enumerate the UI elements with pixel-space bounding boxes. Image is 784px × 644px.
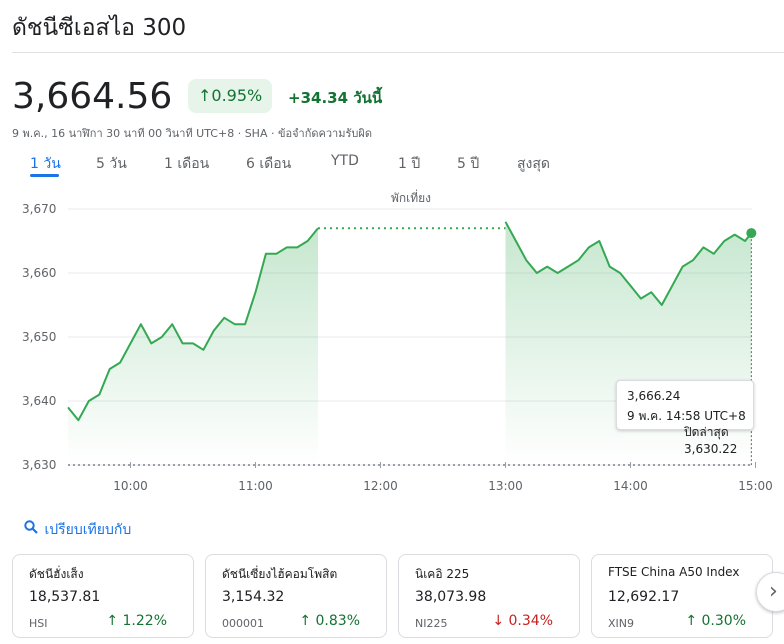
y-tick-label: 3,660 [22, 266, 56, 280]
arrow-up-icon: ↑ [106, 613, 123, 629]
tooltip-value: 3,666.24 [627, 389, 681, 403]
y-tick-label: 3,670 [22, 202, 56, 216]
y-tick-label: 3,630 [22, 458, 56, 472]
tab-5y[interactable]: 5 ปี [457, 156, 480, 172]
card-price: 38,073.98 [415, 589, 487, 605]
previous-close: ปิดล่าสุด 3,630.22 [684, 424, 737, 458]
change-percent: 0.95% [211, 86, 263, 105]
tab-1m[interactable]: 1 เดือน [164, 156, 210, 172]
change-absolute: +34.34 วันนี้ [288, 89, 383, 107]
divider [12, 52, 784, 53]
compare-card-ni225[interactable]: นิเคอิ 225 38,073.98 NI225 ↓ 0.34% [398, 554, 580, 638]
tab-max[interactable]: สูงสุด [517, 156, 551, 172]
card-change: ↑ 1.22% [106, 613, 167, 629]
card-change-value: 0.30% [701, 613, 746, 629]
y-tick-label: 3,640 [22, 394, 56, 408]
x-tick-label: 14:00 [613, 479, 648, 493]
change-percent-badge: ↑0.95% [188, 79, 273, 113]
current-price: 3,664.56 [12, 76, 173, 117]
card-price: 3,154.32 [222, 589, 285, 605]
lunch-break-label: พักเที่ยง [391, 189, 431, 205]
compare-card-hsi[interactable]: ดัชนีฮั่งเส็ง 18,537.81 HSI ↑ 1.22% [12, 554, 194, 638]
card-price: 18,537.81 [29, 589, 101, 605]
card-change: ↑ 0.83% [299, 613, 360, 629]
x-tick-label: 15:00 [738, 479, 773, 493]
quote-meta: 9 พ.ค., 16 นาฬิกา 30 นาที 00 วินาที UTC+… [12, 127, 372, 140]
card-change: ↓ 0.34% [492, 613, 553, 629]
tab-6m[interactable]: 6 เดือน [246, 156, 292, 172]
y-tick-label: 3,650 [22, 330, 56, 344]
last-price-marker [746, 228, 757, 239]
tooltip-time: 9 พ.ค. 14:58 UTC+8 [627, 409, 746, 423]
card-ticker: 000001 [222, 617, 264, 630]
arrow-up-icon: ↑ [685, 613, 702, 629]
x-tick-label: 11:00 [238, 479, 273, 493]
morning-session-area [68, 228, 318, 465]
compare-label: เปรียบเทียบกับ [44, 522, 132, 538]
compare-card-xin9[interactable]: FTSE China A50 Index 12,692.17 XIN9 ↑ 0.… [591, 554, 773, 638]
compare-card-000001[interactable]: ดัชนีเซี่ยงไฮ้คอมโพสิต 3,154.32 000001 ↑… [205, 554, 387, 638]
previous-close-value: 3,630.22 [684, 442, 738, 456]
arrow-up-icon: ↑ [198, 86, 212, 105]
page-title: ดัชนีซีเอสไอ 300 [12, 15, 187, 41]
card-change-value: 0.34% [508, 613, 553, 629]
card-change-value: 0.83% [315, 613, 360, 629]
x-tick-label: 13:00 [488, 479, 523, 493]
arrow-down-icon: ↓ [492, 613, 509, 629]
morning-session-line [67, 227, 319, 422]
arrow-up-icon: ↑ [299, 613, 316, 629]
chevron-right-icon[interactable]: › [756, 572, 784, 612]
card-name: FTSE China A50 Index [608, 565, 740, 579]
card-ticker: HSI [29, 617, 48, 630]
tab-5d[interactable]: 5 วัน [96, 156, 127, 172]
card-change-value: 1.22% [122, 613, 167, 629]
tab-1d[interactable]: 1 วัน [30, 156, 61, 172]
compare-link[interactable]: เปรียบเทียบกับ [24, 519, 131, 541]
card-name: ดัชนีเซี่ยงไฮ้คอมโพสิต [222, 567, 338, 581]
tab-1y[interactable]: 1 ปี [398, 156, 421, 172]
card-price: 12,692.17 [608, 589, 680, 605]
card-name: ดัชนีฮั่งเส็ง [29, 567, 84, 581]
card-change: ↑ 0.30% [685, 613, 746, 629]
search-icon [24, 520, 40, 538]
tab-ytd[interactable]: YTD [331, 153, 359, 169]
previous-close-label: ปิดล่าสุด [684, 425, 729, 439]
afternoon-session-line [504, 221, 753, 306]
price-chart[interactable]: 3,670 3,660 3,650 3,640 3,630 10:00 11:00 12:00… [0, 180, 784, 500]
x-tick-label: 10:00 [113, 479, 148, 493]
active-tab-indicator [30, 174, 59, 177]
card-name: นิเคอิ 225 [415, 567, 470, 581]
card-ticker: XIN9 [608, 617, 635, 630]
card-ticker: NI225 [415, 617, 448, 630]
chart-tooltip: 3,666.24 9 พ.ค. 14:58 UTC+8 [616, 380, 754, 430]
x-tick-label: 12:00 [363, 479, 398, 493]
